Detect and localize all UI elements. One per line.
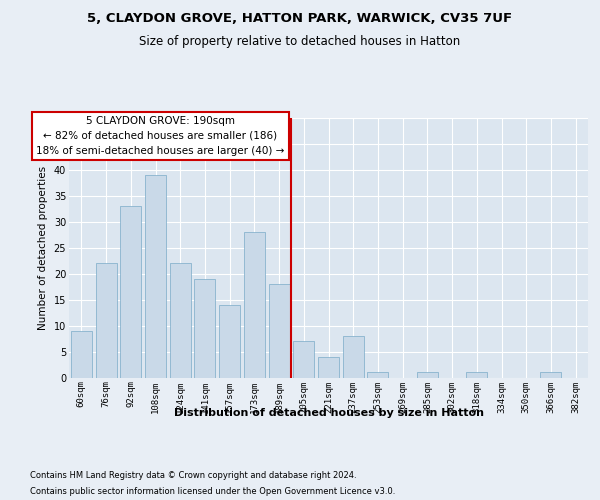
Text: 5, CLAYDON GROVE, HATTON PARK, WARWICK, CV35 7UF: 5, CLAYDON GROVE, HATTON PARK, WARWICK, … [88,12,512,26]
Bar [318,356,339,378]
Bar [343,336,364,378]
Text: Contains HM Land Registry data © Crown copyright and database right 2024.: Contains HM Land Registry data © Crown c… [30,472,356,480]
Bar [269,284,290,378]
Y-axis label: Number of detached properties: Number of detached properties [38,166,48,330]
Text: 5 CLAYDON GROVE: 190sqm
← 82% of detached houses are smaller (186)
18% of semi-d: 5 CLAYDON GROVE: 190sqm ← 82% of detache… [36,116,284,156]
Bar [170,263,191,378]
Bar [145,174,166,378]
Text: Distribution of detached houses by size in Hatton: Distribution of detached houses by size … [174,408,484,418]
Bar [71,330,92,378]
Bar [417,372,438,378]
Text: Contains public sector information licensed under the Open Government Licence v3: Contains public sector information licen… [30,486,395,496]
Bar [293,341,314,378]
Bar [244,232,265,378]
Bar [95,263,116,378]
Bar [541,372,562,378]
Bar [466,372,487,378]
Bar [120,206,141,378]
Bar [194,278,215,378]
Text: Size of property relative to detached houses in Hatton: Size of property relative to detached ho… [139,35,461,48]
Bar [219,304,240,378]
Bar [367,372,388,378]
